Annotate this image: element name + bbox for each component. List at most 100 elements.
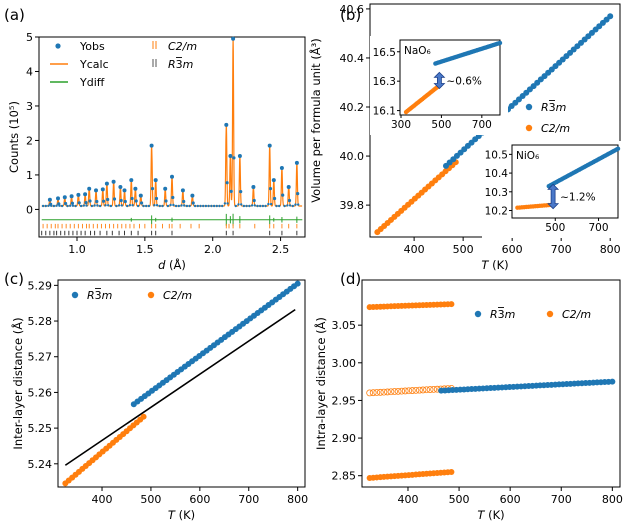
yobs-point — [180, 188, 185, 193]
data-point — [405, 387, 413, 395]
y-tick-label: 2.85 — [332, 470, 357, 483]
yobs-point — [147, 204, 151, 208]
yobs-point — [104, 181, 109, 186]
yobs-point — [154, 196, 159, 201]
yobs-point — [234, 204, 237, 208]
yobs-point — [288, 204, 292, 207]
yobs-point — [177, 204, 180, 208]
data-point — [384, 388, 391, 396]
y-tick-label: 40.0 — [340, 150, 365, 163]
x-axis-label: T (K) — [168, 508, 195, 521]
yobs-point — [204, 204, 208, 208]
yobs-point — [117, 204, 121, 207]
x-tick-label: 500 — [453, 243, 474, 256]
yobs-point — [174, 204, 178, 208]
y-tick-label: 1 — [26, 169, 33, 182]
x-tick-label: 400 — [397, 493, 418, 506]
y-axis-label: Inter-layer distance (Å) — [10, 317, 25, 449]
x-tick-label: 300 — [391, 119, 411, 131]
inset-frame — [511, 144, 619, 219]
x-tick-label: 800 — [287, 493, 308, 506]
yobs-point — [223, 202, 227, 205]
yobs-point — [196, 204, 199, 208]
yobs-point — [47, 204, 50, 207]
yobs-point — [287, 198, 292, 203]
yobs-point — [256, 204, 259, 208]
x-tick-label: 800 — [602, 493, 623, 506]
yobs-point — [264, 204, 267, 208]
y-tick-label: 5.28 — [28, 315, 53, 328]
legend-label: R3m — [541, 101, 566, 114]
yobs-point — [88, 199, 92, 203]
legend-marker — [71, 291, 79, 299]
yobs-point — [191, 201, 195, 205]
y-tick-label: 3 — [26, 100, 33, 113]
data-point — [366, 389, 374, 397]
yobs-point — [50, 204, 53, 207]
y-tick-label: 3.05 — [332, 319, 357, 332]
yobs-point — [128, 204, 132, 207]
yobs-point — [63, 196, 66, 199]
yobs-point — [218, 204, 221, 208]
yobs-point — [172, 203, 175, 207]
yobs-point — [71, 204, 75, 207]
yobs-point — [240, 203, 243, 206]
x-axis-label: d (Å) — [158, 257, 186, 272]
yobs-point — [69, 194, 74, 199]
y-axis-label: Volume per formula unit (Å³) — [308, 38, 323, 203]
y-tick-label: 5 — [26, 31, 33, 44]
x-tick-label: 1.0 — [68, 243, 86, 256]
inset-nao6: 300 500 700 16.1 16.3 16.5 NaO₆ ~0.6% — [370, 36, 508, 135]
yobs-point — [207, 204, 210, 208]
x-tick-label: 700 — [238, 493, 259, 506]
yobs-point — [251, 185, 256, 189]
x-axis-label: T (K) — [477, 508, 504, 521]
yobs-point — [150, 187, 155, 191]
x-tick-label: 400 — [404, 243, 425, 256]
yobs-point — [79, 204, 83, 208]
yobs-point — [134, 187, 137, 190]
y-tick-label: 2 — [26, 134, 33, 147]
yobs-point — [84, 201, 88, 205]
y-tick-label: 16.1 — [373, 106, 396, 118]
yobs-point — [41, 204, 45, 208]
data-point — [391, 388, 398, 395]
data-point — [615, 146, 621, 151]
yobs-point — [226, 202, 229, 205]
yobs-point — [278, 204, 281, 208]
yobs-point — [286, 204, 289, 207]
y-axis-label: Counts (10⁵) — [7, 101, 21, 173]
yobs-point — [70, 201, 74, 205]
y-axis-label: Intra-layer distance (Å) — [313, 317, 328, 450]
yobs-point — [119, 198, 123, 203]
yobs-point — [139, 194, 142, 197]
y-tick-label: 16.5 — [373, 47, 396, 59]
yobs-point — [267, 202, 270, 206]
yobs-point — [101, 188, 105, 191]
yobs-point — [129, 178, 134, 183]
panel-label: (d) — [340, 270, 361, 288]
data-point — [369, 389, 377, 397]
yobs-point — [280, 166, 284, 170]
legend-label: Yobs — [79, 40, 105, 53]
plot-frame — [361, 279, 621, 488]
data-point — [294, 280, 301, 287]
yobs-point — [109, 204, 113, 208]
panel-label: (a) — [4, 6, 25, 24]
plot-frame — [38, 36, 306, 238]
yobs-point — [297, 203, 300, 206]
yobs-point — [294, 203, 297, 206]
yobs-point — [275, 204, 278, 208]
y-tick-label: 2.90 — [332, 432, 357, 445]
legend-label: C2/m — [168, 40, 197, 53]
yobs-point — [210, 204, 213, 208]
legend-marker — [147, 291, 155, 299]
yobs-point — [83, 192, 88, 197]
yobs-point — [115, 204, 118, 208]
yobs-point — [273, 196, 277, 201]
yobs-point — [88, 187, 91, 190]
yobs-point — [164, 187, 167, 190]
yobs-point — [229, 189, 233, 193]
yobs-point — [77, 201, 81, 205]
